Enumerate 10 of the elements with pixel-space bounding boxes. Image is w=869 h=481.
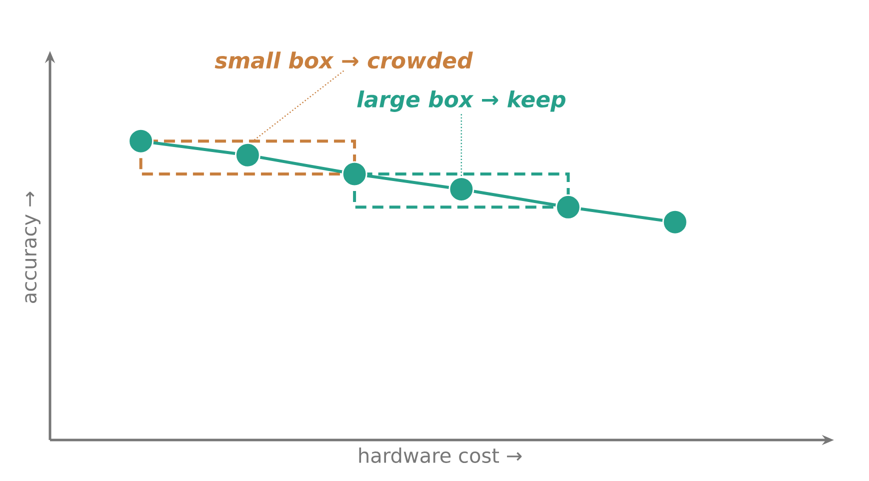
point <box>662 209 688 235</box>
point <box>342 161 368 187</box>
y-axis-title: accuracy → <box>25 192 40 303</box>
x-axis-title: hardware cost → <box>359 448 522 463</box>
text: large box → keep <box>357 90 566 112</box>
point <box>555 194 581 220</box>
point <box>448 176 474 202</box>
point <box>234 142 260 168</box>
point <box>128 128 154 154</box>
text: small box → crowded <box>214 52 473 69</box>
